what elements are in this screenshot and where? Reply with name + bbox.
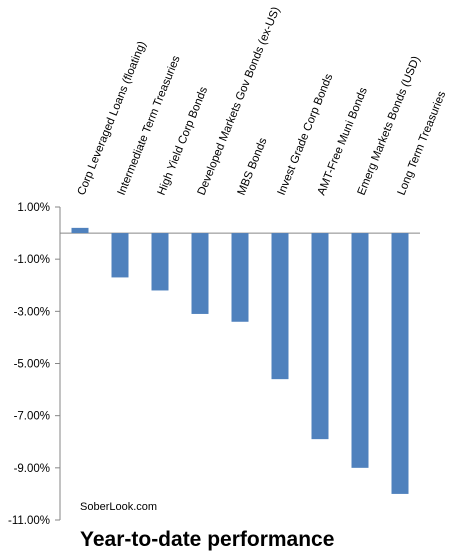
bar [111,233,129,278]
y-tick-labels: 1.00% -1.00% -3.00% -5.00% -7.00% -9.00% -11.0… [8,202,50,527]
bar [151,233,169,291]
category-label: Developed Markets Gov Bonds (ex-US) [196,5,283,197]
bar [351,233,369,468]
bar [271,233,289,380]
y-tick-label: -1.00% [14,254,50,266]
bars [71,227,409,494]
y-tick-label: -11.00% [8,515,50,527]
bar [231,233,249,322]
category-label: Corp Leveraged Loans (floating) [76,40,149,198]
watermark-text: SoberLook.com [80,501,157,513]
y-tick-label: -7.00% [14,411,50,423]
bar [391,233,409,494]
bar [71,227,89,234]
chart-title: Year-to-date performance [80,528,334,551]
bar [191,233,209,314]
y-tick-label: 1.00% [17,202,50,214]
category-label: MBS Bonds [236,136,270,197]
bar [311,233,329,440]
y-tick-label: -3.00% [14,306,50,318]
y-tick-label: -9.00% [14,463,50,475]
y-tick-label: -5.00% [14,359,50,371]
category-labels: Corp Leveraged Loans (floating)Intermedi… [76,5,449,197]
